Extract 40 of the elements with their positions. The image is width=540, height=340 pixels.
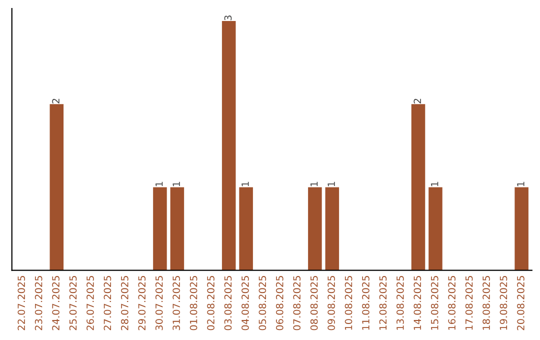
x-tick-label: 23.07.2025 bbox=[34, 276, 42, 330]
x-tick-label: 20.08.2025 bbox=[517, 276, 524, 330]
x-tick-label: 29.07.2025 bbox=[138, 276, 146, 330]
x-tick-label: 16.08.2025 bbox=[448, 276, 456, 330]
x-tick-label: 26.07.2025 bbox=[86, 276, 94, 330]
x-tick-label: 08.08.2025 bbox=[310, 276, 318, 330]
x-tick-label: 09.08.2025 bbox=[328, 276, 335, 330]
data-label: 1 bbox=[328, 182, 335, 186]
data-label: 1 bbox=[242, 182, 249, 186]
x-tick-label: 15.08.2025 bbox=[430, 276, 438, 330]
data-label: 1 bbox=[310, 182, 318, 186]
x-tick-label: 01.08.2025 bbox=[190, 276, 198, 330]
x-tick-label: 14.08.2025 bbox=[414, 276, 422, 330]
x-tick-label: 19.08.2025 bbox=[500, 276, 508, 330]
data-label: 3 bbox=[224, 16, 232, 20]
x-tick-label: 10.08.2025 bbox=[344, 276, 352, 330]
x-tick-label: 31.07.2025 bbox=[172, 276, 180, 330]
x-tick-label: 13.08.2025 bbox=[396, 276, 404, 330]
data-label: 1 bbox=[172, 182, 180, 186]
data-label: 2 bbox=[414, 98, 421, 104]
data-label: 1 bbox=[517, 182, 524, 186]
x-tick-label: 12.08.2025 bbox=[379, 276, 387, 330]
x-tick-label: 25.07.2025 bbox=[69, 276, 77, 330]
data-label: 1 bbox=[431, 182, 438, 186]
x-tick-label: 07.08.2025 bbox=[293, 276, 301, 330]
x-tick-label: 30.07.2025 bbox=[155, 276, 163, 330]
x-tick-label: 22.07.2025 bbox=[18, 276, 26, 330]
x-tick-label: 04.08.2025 bbox=[242, 276, 249, 330]
x-tick-label: 05.08.2025 bbox=[258, 276, 266, 330]
x-tick-label: 03.08.2025 bbox=[224, 276, 232, 330]
x-tick-label: 24.07.2025 bbox=[52, 276, 60, 330]
x-tick-label: 02.08.2025 bbox=[207, 276, 214, 330]
x-tick-label: 17.08.2025 bbox=[465, 276, 473, 330]
x-tick-label: 27.07.2025 bbox=[104, 276, 112, 330]
data-label: 2 bbox=[52, 98, 60, 104]
x-tick-label: 28.07.2025 bbox=[120, 276, 128, 330]
data-label: 1 bbox=[156, 182, 163, 186]
x-tick-label: 18.08.2025 bbox=[482, 276, 490, 330]
x-tick-label: 11.08.2025 bbox=[362, 276, 370, 330]
x-tick-label: 06.08.2025 bbox=[276, 276, 284, 330]
